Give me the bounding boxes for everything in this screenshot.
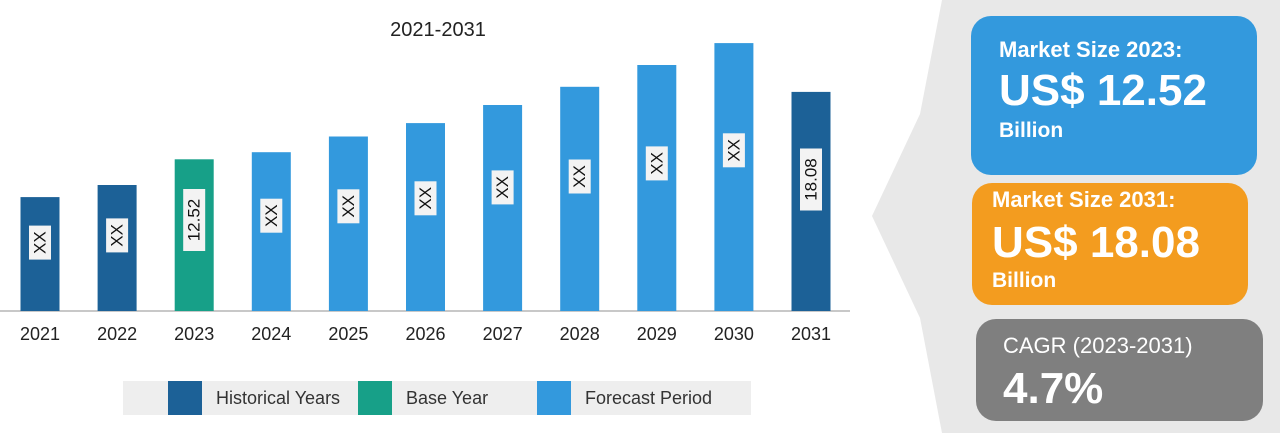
- x-tick-label-2030: 2030: [714, 324, 754, 344]
- x-tick-label-2023: 2023: [174, 324, 214, 344]
- bar-label-2021: XX: [31, 231, 50, 254]
- legend-item-base: Base Year: [358, 381, 488, 415]
- market-size-2023-unit: Billion: [999, 119, 1064, 142]
- market-size-2023-label: Market Size 2023:: [999, 37, 1183, 62]
- legend-label-forecast: Forecast Period: [585, 387, 713, 408]
- bar-label-2028: XX: [570, 165, 589, 188]
- bar-label-2029: XX: [647, 152, 666, 175]
- bar-label-box-2023: [183, 189, 206, 251]
- bars-group: [20, 43, 831, 312]
- chart-title: 2021-2031: [390, 19, 486, 41]
- x-tick-label-2024: 2024: [251, 324, 291, 344]
- market-size-2031-value: US$ 18.08: [992, 218, 1200, 267]
- bar-label-2024: XX: [262, 204, 281, 227]
- market-size-2031-unit: Billion: [992, 269, 1057, 292]
- bar-chart: 2021-2031 XX XX 12.52 XX XX XX XX XX XX XX 18.08 2…: [0, 19, 850, 344]
- bar-2027: [483, 105, 523, 311]
- bar-label-2027: XX: [493, 176, 512, 199]
- x-tick-label-2021: 2021: [20, 324, 60, 344]
- legend-label-base: Base Year: [406, 387, 489, 408]
- bar-label-2026: XX: [416, 187, 435, 210]
- bar-label-box-2029: [645, 146, 668, 181]
- bar-label-box-2026: [414, 181, 437, 216]
- bar-2025: [328, 136, 368, 311]
- bar-label-box-2022: [106, 218, 129, 253]
- bar-2026: [406, 123, 445, 311]
- panel-pointer: [872, 0, 942, 433]
- bar-2030: [714, 43, 754, 311]
- bar-label-box-2024: [260, 198, 283, 233]
- bar-label-2022: XX: [108, 224, 127, 247]
- market-size-2023-card: Market Size 2023: US$ 12.52 Billion: [971, 16, 1257, 175]
- bar-label-2025: XX: [339, 195, 358, 218]
- market-size-2023-value: US$ 12.52: [999, 66, 1207, 115]
- bar-label-box-2021: [29, 225, 51, 260]
- bar-label-2030: XX: [724, 139, 743, 162]
- bar-label-2031: 18.08: [802, 158, 821, 201]
- x-tick-label-2028: 2028: [560, 324, 600, 344]
- market-size-2031-card: Market Size 2031: US$ 18.08 Billion: [972, 183, 1248, 305]
- cagr-card: CAGR (2023-2031) 4.7%: [976, 319, 1263, 421]
- legend-swatch-base: [358, 381, 392, 415]
- bar-2028: [560, 86, 600, 311]
- x-tick-label-2027: 2027: [483, 324, 523, 344]
- bar-label-box-2028: [568, 159, 591, 194]
- legend: Historical Years Base Year Forecast Peri…: [123, 381, 751, 415]
- x-tick-label-2029: 2029: [637, 324, 677, 344]
- cagr-value: 4.7%: [1003, 364, 1104, 413]
- legend-item-forecast: Forecast Period: [537, 381, 712, 415]
- x-tick-labels-group: 2021 2022 2023 2024 2025 2026 2027 2028 2029 2030…: [20, 324, 831, 344]
- x-tick-label-2022: 2022: [97, 324, 137, 344]
- legend-label-historical: Historical Years: [216, 387, 341, 408]
- x-tick-label-2025: 2025: [328, 324, 368, 344]
- bar-label-box-2030: [722, 133, 745, 168]
- legend-swatch-historical: [168, 381, 202, 415]
- x-tick-label-2026: 2026: [405, 324, 445, 344]
- bar-label-2023: 12.52: [185, 199, 204, 242]
- bar-2029: [637, 65, 677, 311]
- bar-label-box-2027: [491, 170, 514, 205]
- x-tick-label-2031: 2031: [791, 324, 831, 344]
- bar-label-box-2031: [800, 148, 822, 211]
- market-size-2031-label: Market Size 2031:: [992, 187, 1176, 212]
- legend-swatch-forecast: [537, 381, 571, 415]
- bar-labels-group: XX XX 12.52 XX XX XX XX XX XX XX 18.08: [29, 133, 822, 260]
- bar-label-box-2025: [337, 189, 360, 224]
- cagr-label: CAGR (2023-2031): [1003, 333, 1193, 358]
- legend-item-historical: Historical Years: [168, 381, 340, 415]
